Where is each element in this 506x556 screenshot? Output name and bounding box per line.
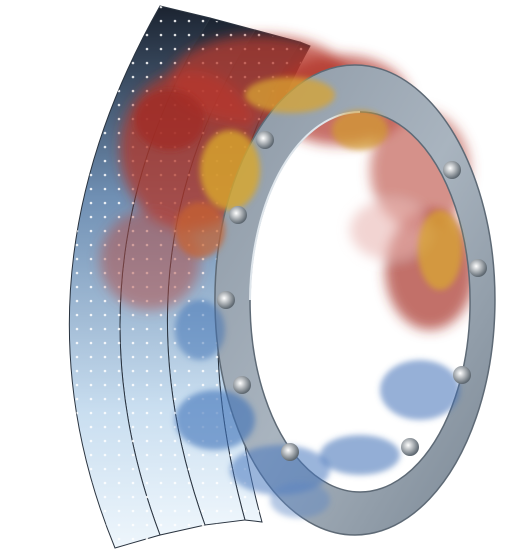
flame-front: [135, 77, 462, 290]
bolt: [453, 366, 471, 384]
bolt: [256, 131, 274, 149]
ring-edge: [249, 111, 361, 301]
bolt: [229, 206, 247, 224]
bolt: [217, 291, 235, 309]
bolt: [469, 259, 487, 277]
cold-flow: [175, 300, 460, 518]
bolt: [443, 161, 461, 179]
bolt: [233, 376, 251, 394]
bolts: [217, 131, 487, 461]
bolt: [281, 443, 299, 461]
bolt: [401, 438, 419, 456]
